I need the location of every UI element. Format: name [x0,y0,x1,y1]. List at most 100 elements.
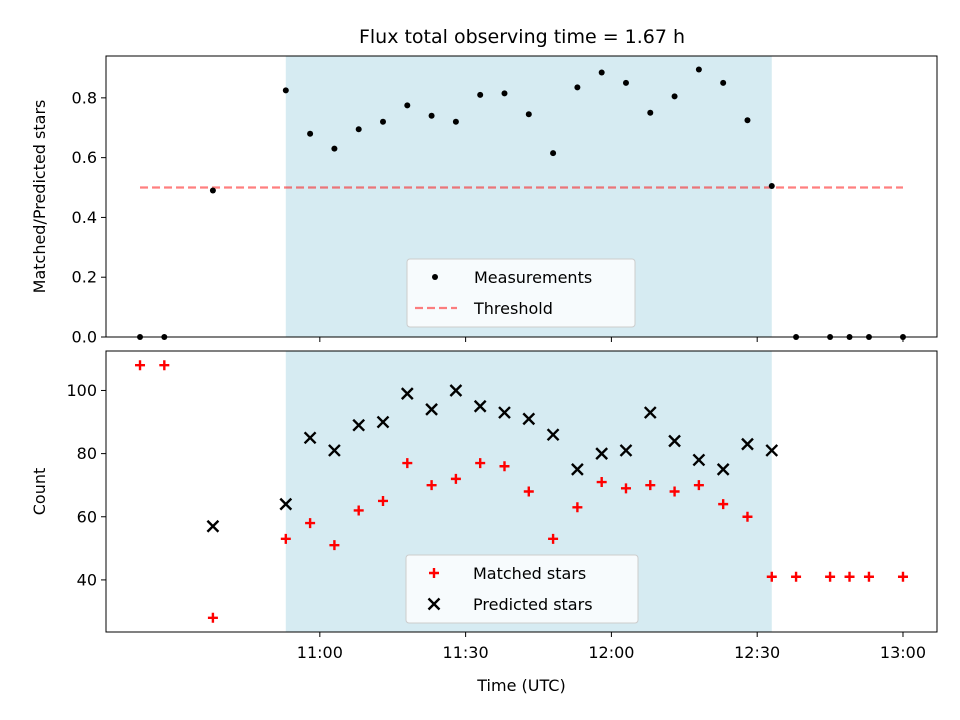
measurement-point [622,79,629,86]
legend-marker-swatch [427,597,441,611]
matched-star-point [305,518,316,529]
measurement-point [477,91,484,98]
measurement-point [452,118,459,125]
measurement-point [695,66,702,73]
bottom-marks [135,360,908,623]
measurement-point [331,145,338,152]
measurement-point [404,102,411,109]
matched-star-point [693,480,704,491]
legend-label: Measurements [474,268,592,287]
bottom-y-ticks: 40 60 80 100 [66,381,106,589]
predicted-star-point [522,412,536,426]
matched-star-point [426,480,437,491]
predicted-star-point [328,444,341,457]
bottom-y-axis-label: Count [30,468,49,516]
matched-star-point [620,483,631,494]
legend-box [405,554,639,624]
measurement-point [720,79,727,86]
predicted-star-point [400,387,414,400]
top-panel: 0.00.20.40.60.8 Matched/Predicted stars … [30,55,938,347]
predicted-star-point [668,434,681,448]
top-axes-frame [105,55,938,338]
predicted-star-point [498,406,511,419]
y-tick-label: 100 [66,381,97,400]
legend-label: Predicted stars [473,595,593,614]
predicted-star-point [619,444,633,457]
measurement-point [598,69,605,76]
predicted-star-point [279,497,293,511]
matched-star-point [353,505,364,516]
matched-star-point [402,458,413,469]
legend-label: Threshold [473,299,553,318]
y-tick-label: 0.4 [72,208,97,227]
predicted-star-point [571,463,584,476]
y-tick-label: 0.0 [72,328,97,347]
matched-star-point [742,511,753,522]
measurement-point [671,93,678,100]
matched-star-point [897,571,908,582]
y-tick-label: 40 [77,570,97,589]
x-tick-label: 13:00 [880,643,926,662]
matched-star-point [548,533,559,544]
measurement-point [647,109,654,116]
matched-star-point [135,360,146,371]
predicted-star-point [376,415,390,429]
bottom-x-ticks: 11:00 11:30 12:00 12:30 13:00 [297,632,926,662]
measurement-point [768,183,775,190]
predicted-star-point [546,428,560,442]
matched-star-point [475,458,486,469]
legend-marker-swatch [432,274,438,280]
matched-star-point [766,571,777,582]
matched-star-point [450,473,461,484]
predicted-star-point [425,403,438,416]
measurement-point [307,130,314,137]
matched-star-point [572,502,583,513]
x-tick-label: 11:30 [443,643,489,662]
predicted-star-point [595,447,609,460]
bottom-panel: 40 60 80 100 11:00 11:30 12:00 12:30 13:00 Coun… [30,350,938,695]
x-tick-label: 11:00 [297,643,343,662]
measurement-point [428,112,435,119]
y-tick-label: 80 [77,444,97,463]
predicted-star-point [643,406,657,419]
predicted-star-point [473,399,487,413]
top-x-ticks [319,337,904,342]
matched-star-point [596,477,607,488]
legend-label: Matched stars [473,564,586,583]
matched-star-point [825,571,836,582]
matched-star-point [645,480,656,491]
measurement-point [744,117,751,124]
matched-star-point [499,461,510,472]
matched-star-point [844,571,855,582]
top-y-axis-label: Matched/Predicted stars [30,100,49,294]
predicted-star-point [765,444,779,457]
measurement-point [574,84,581,91]
legend-marker-swatch [429,568,439,578]
top-legend: Measurements Threshold [406,258,636,328]
y-tick-label: 0.2 [72,268,97,287]
matched-star-point [669,486,680,497]
bottom-x-axis-label: Time (UTC) [476,676,565,695]
predicted-star-point [449,384,463,397]
y-tick-label: 60 [77,507,97,526]
x-tick-label: 12:00 [588,643,634,662]
matched-star-point [207,612,218,623]
figure-title: Flux total observing time = 1.67 h [359,26,685,48]
measurement-point [525,111,532,118]
predicted-star-point [741,437,754,451]
bottom-legend: Matched stars Predicted stars [405,554,639,624]
y-tick-label: 0.6 [72,148,97,167]
matched-star-point [791,571,802,582]
measurement-point [501,90,508,97]
measurement-point [282,87,289,94]
matched-star-point [523,486,534,497]
matched-star-point [718,499,729,510]
measurement-point [209,187,216,194]
matched-star-point [863,571,874,582]
top-y-ticks: 0.0 0.2 0.4 0.6 0.8 [72,88,106,347]
measurement-point [550,150,557,157]
matched-star-point [378,495,388,506]
predicted-star-point [206,519,220,533]
matched-star-point [329,540,340,551]
